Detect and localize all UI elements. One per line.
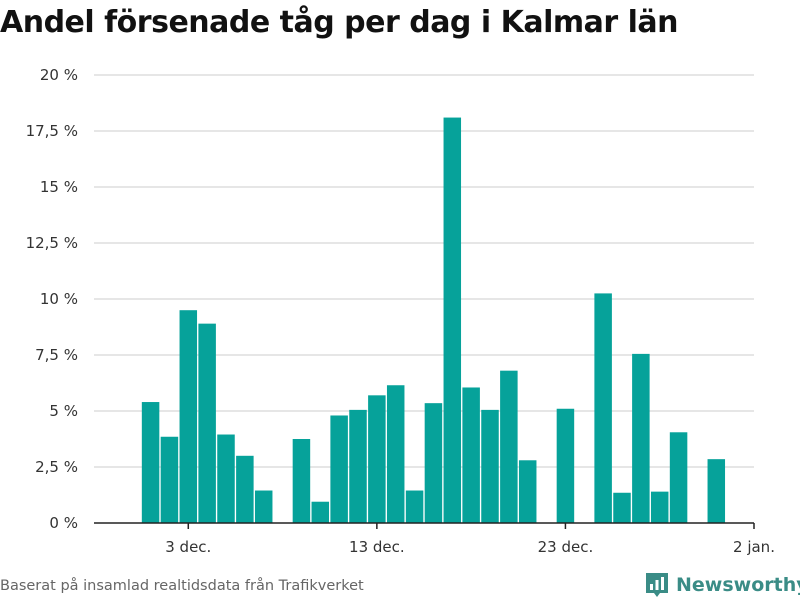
chart-title: Andel försenade tåg per dag i Kalmar län — [0, 5, 678, 40]
bar — [179, 310, 198, 523]
newsworthy-logo-icon — [646, 573, 668, 597]
y-axis-tick-labels: 0 % 2,5 % 5 % 7,5 % 10 % 12,5 % 15 % 17,5 % 20 % — [26, 66, 78, 532]
y-tick-label: 20 % — [40, 66, 78, 84]
bar — [594, 293, 612, 523]
y-tick-label: 17,5 % — [26, 122, 78, 140]
bar — [386, 385, 405, 523]
bar — [292, 439, 311, 523]
x-tick-label: 13 dec. — [349, 538, 405, 556]
bar — [217, 434, 235, 523]
bar-chart: 0 % 2,5 % 5 % 7,5 % 10 % 12,5 % 15 % 17,5 % 20 %… — [26, 66, 775, 556]
bars — [141, 117, 726, 523]
bar — [443, 117, 462, 523]
bar — [481, 409, 499, 523]
bar — [500, 370, 518, 523]
y-tick-label: 0 % — [49, 514, 78, 532]
bar — [613, 492, 631, 523]
y-tick-label: 12,5 % — [26, 234, 78, 252]
brand-name: Newsworthy — [676, 574, 800, 596]
bar — [707, 459, 726, 523]
bar — [556, 408, 575, 523]
y-tick-label: 7,5 % — [35, 346, 78, 364]
source-note: Baserat på insamlad realtidsdata från Tr… — [0, 578, 364, 594]
x-tick-label: 3 dec. — [165, 538, 211, 556]
bar — [236, 455, 254, 523]
bar — [405, 490, 424, 523]
bar — [462, 387, 480, 523]
bar — [368, 395, 386, 523]
bar — [349, 409, 367, 523]
bar — [330, 415, 348, 523]
y-tick-label: 15 % — [40, 178, 78, 196]
bar — [160, 436, 179, 523]
bar — [311, 501, 330, 523]
bar — [141, 402, 160, 523]
bar — [424, 403, 443, 523]
x-tick-label: 2 jan. — [733, 538, 775, 556]
bar — [669, 432, 688, 523]
y-tick-label: 2,5 % — [35, 458, 78, 476]
y-tick-label: 5 % — [49, 402, 78, 420]
bar — [198, 323, 216, 523]
bar — [632, 353, 650, 523]
bar — [518, 460, 537, 523]
bar — [650, 491, 669, 523]
brand-logo[interactable]: Newsworthy — [644, 570, 800, 600]
x-tick-label: 23 dec. — [538, 538, 594, 556]
x-axis: 3 dec. 13 dec. 23 dec. 2 jan. — [94, 522, 775, 556]
y-tick-label: 10 % — [40, 290, 78, 308]
bar — [254, 490, 273, 523]
